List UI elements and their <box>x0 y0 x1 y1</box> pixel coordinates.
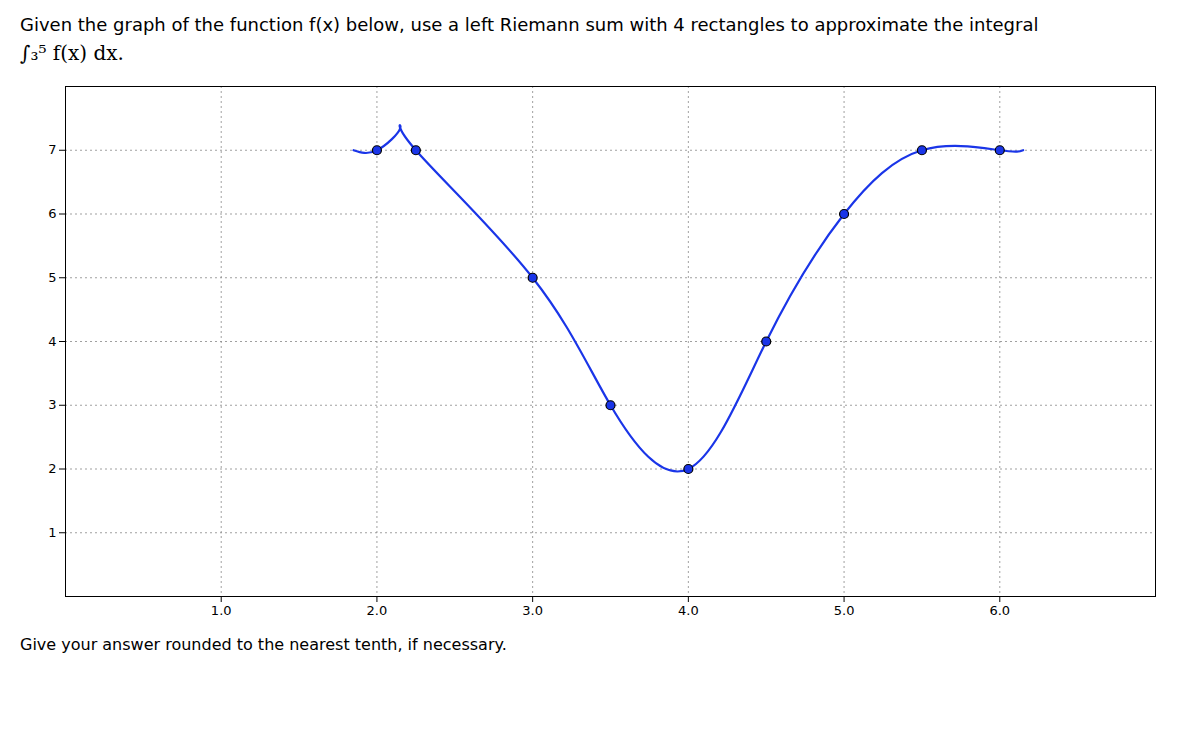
svg-text:3.0: 3.0 <box>522 603 543 618</box>
svg-text:1.0: 1.0 <box>211 603 232 618</box>
svg-text:4.0: 4.0 <box>678 603 699 618</box>
html-text:Given the graph of the functio: Given the graph of the function f(x) bel… <box>20 14 1039 35</box>
svg-text:5: 5 <box>48 270 56 285</box>
svg-text:4: 4 <box>48 334 56 349</box>
html-text:Give your answer rounded to th: Give your answer rounded to the nearest … <box>20 635 507 654</box>
svg-text:6.0: 6.0 <box>989 603 1010 618</box>
svg-text:2.0: 2.0 <box>367 603 388 618</box>
svg-text:1: 1 <box>48 525 56 540</box>
svg-text:5.0: 5.0 <box>834 603 855 618</box>
svg-text:2: 2 <box>48 461 56 476</box>
svg-text:3: 3 <box>48 397 56 412</box>
svg-text:7: 7 <box>48 142 56 157</box>
html-text:∫₃⁵ f(x) dx.: ∫₃⁵ f(x) dx. <box>20 41 124 65</box>
svg-text:6: 6 <box>48 206 56 221</box>
